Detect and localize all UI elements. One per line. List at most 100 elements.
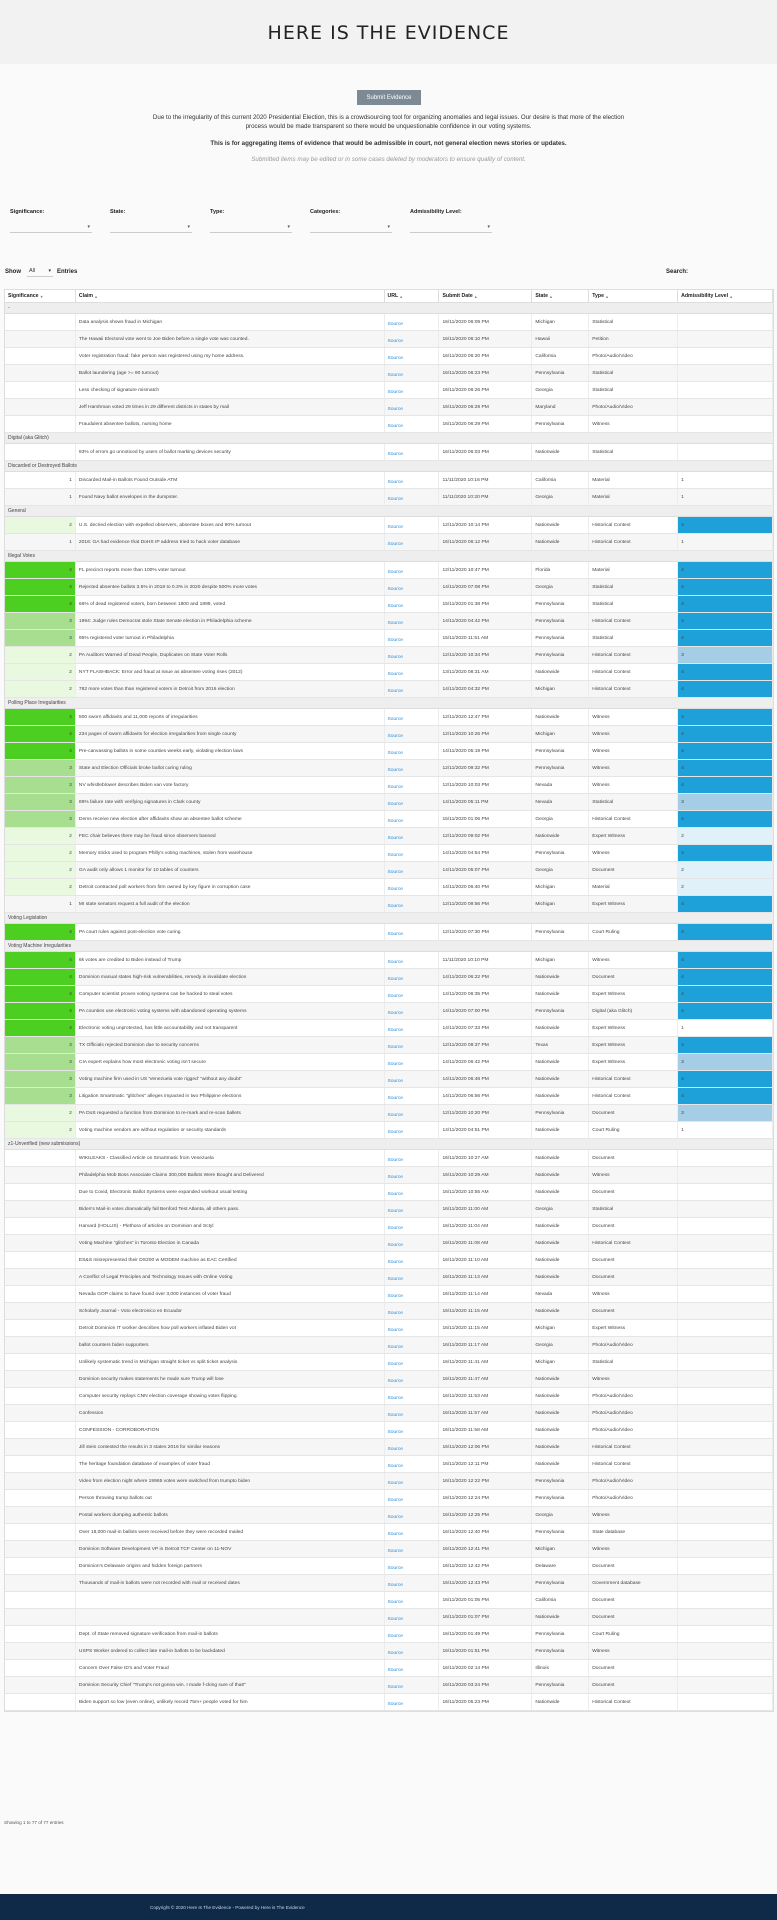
column-header[interactable]: Submit Date ▴ <box>439 290 533 302</box>
table-row[interactable]: Scholarly Journal - Voto electronico en … <box>5 1303 773 1320</box>
table-row[interactable]: 4 234 pages of sworn affidavits for elect… <box>5 726 773 743</box>
filter-select[interactable]: ▾ <box>10 222 92 233</box>
table-row[interactable]: Detroit Dominion IT worker describes how… <box>5 1320 773 1337</box>
table-row[interactable]: Philadelphia Mob Boss Associate Claims 3… <box>5 1167 773 1184</box>
table-row[interactable]: USPS Worker ordered to collect late mail… <box>5 1643 773 1660</box>
table-row[interactable]: 3 NV whistleblower describes Biden van vo… <box>5 777 773 794</box>
source-link[interactable]: Source <box>385 845 440 861</box>
source-link[interactable]: Source <box>385 1660 440 1676</box>
submit-evidence-button[interactable]: Submit Evidence <box>357 90 421 105</box>
table-row[interactable]: 3 TX Officials rejected Dominion due to s… <box>5 1037 773 1054</box>
source-link[interactable]: Source <box>385 828 440 844</box>
table-row[interactable]: Jill stein contested the results in 3 st… <box>5 1439 773 1456</box>
source-link[interactable]: Source <box>385 1558 440 1574</box>
source-link[interactable]: Source <box>385 1507 440 1523</box>
source-link[interactable]: Source <box>385 630 440 646</box>
source-link[interactable]: Source <box>385 969 440 985</box>
table-row[interactable]: 4 Dominion manual states high-risk vulner… <box>5 969 773 986</box>
source-link[interactable]: Source <box>385 314 440 330</box>
source-link[interactable]: Source <box>385 1286 440 1302</box>
source-link[interactable]: Source <box>385 1122 440 1138</box>
source-link[interactable]: Source <box>385 1184 440 1200</box>
table-row[interactable]: 4 Rejected absentee ballots 3.5% in 2018 … <box>5 579 773 596</box>
table-row[interactable]: Dept. of State removed signature verific… <box>5 1626 773 1643</box>
source-link[interactable]: Source <box>385 760 440 776</box>
source-link[interactable]: Source <box>385 709 440 725</box>
table-row[interactable]: Dominion security makes statements he ma… <box>5 1371 773 1388</box>
table-row[interactable]: Jeff Harshman voted 29 times in 29 diffe… <box>5 399 773 416</box>
table-row[interactable]: Person throwing trump ballots out Source 1… <box>5 1490 773 1507</box>
table-row[interactable]: Voter registration fraud: fake person wa… <box>5 348 773 365</box>
source-link[interactable]: Source <box>385 416 440 432</box>
table-row[interactable]: Dominion's Delaware origins and hidden f… <box>5 1558 773 1575</box>
source-link[interactable]: Source <box>385 1575 440 1591</box>
source-link[interactable]: Source <box>385 1150 440 1166</box>
table-row[interactable]: ballot counters biden supporters Source 16… <box>5 1337 773 1354</box>
table-row[interactable]: Nevada GOP claims to have found over 3,0… <box>5 1286 773 1303</box>
source-link[interactable]: Source <box>385 1490 440 1506</box>
source-link[interactable]: Source <box>385 647 440 663</box>
source-link[interactable]: Source <box>385 1388 440 1404</box>
table-row[interactable]: 2 Memory sticks used to program Philly's … <box>5 845 773 862</box>
table-row[interactable]: 2 Detroit contracted poll workers from fi… <box>5 879 773 896</box>
column-header[interactable]: Claim ▴ <box>76 290 385 302</box>
source-link[interactable]: Source <box>385 1020 440 1036</box>
table-row[interactable]: Computer security replays CNN election c… <box>5 1388 773 1405</box>
table-row[interactable]: 2 FEC chair believes there may be fraud s… <box>5 828 773 845</box>
table-row[interactable]: Data analysis shows fraud in Michigan Sou… <box>5 314 773 331</box>
source-link[interactable]: Source <box>385 1269 440 1285</box>
table-row[interactable]: 2 782 more votes than than registered vot… <box>5 681 773 698</box>
table-row[interactable]: 3 Litigation Smartmatic "glitches" allege… <box>5 1088 773 1105</box>
table-row[interactable]: Thousands of mail-in ballots were not re… <box>5 1575 773 1592</box>
table-row[interactable]: Fraudulent absentee ballots, nursing hom… <box>5 416 773 433</box>
source-link[interactable]: Source <box>385 1218 440 1234</box>
table-row[interactable]: Harvard (HOLLIS) - Plethora of articles … <box>5 1218 773 1235</box>
table-row[interactable]: 4 6k votes are credited to Biden instead … <box>5 952 773 969</box>
source-link[interactable]: Source <box>385 1677 440 1693</box>
table-row[interactable]: 2 NYT FLASHBACK: Error and fraud at issue… <box>5 664 773 681</box>
source-link[interactable]: Source <box>385 1054 440 1070</box>
table-row[interactable]: Dominion Security Chief "Trump's not gon… <box>5 1677 773 1694</box>
table-row[interactable]: 4 FL precinct reports more than 100% vote… <box>5 562 773 579</box>
column-header[interactable]: Significance ▾ <box>5 290 76 302</box>
source-link[interactable]: Source <box>385 1071 440 1087</box>
entries-select[interactable]: All ▾ <box>27 267 53 277</box>
source-link[interactable]: Source <box>385 986 440 1002</box>
source-link[interactable]: Source <box>385 664 440 680</box>
table-row[interactable]: Less checking of signature mismatch Sourc… <box>5 382 773 399</box>
source-link[interactable]: Source <box>385 924 440 940</box>
table-row[interactable]: 3 89% failure rate with verifying signatu… <box>5 794 773 811</box>
source-link[interactable]: Source <box>385 1235 440 1251</box>
table-row[interactable]: 1 2016: GA had evidence that DoHS IP addr… <box>5 534 773 551</box>
table-row[interactable]: 1 Found Navy ballot envelopes in the dump… <box>5 489 773 506</box>
filter-select[interactable]: ▾ <box>210 222 292 233</box>
source-link[interactable]: Source <box>385 1201 440 1217</box>
table-row[interactable]: 4 500 sworn affidavits and 11,000 reports… <box>5 709 773 726</box>
filter-select[interactable]: ▾ <box>410 222 492 233</box>
filter-select[interactable]: ▾ <box>310 222 392 233</box>
source-link[interactable]: Source <box>385 1003 440 1019</box>
source-link[interactable]: Source <box>385 1303 440 1319</box>
table-row[interactable]: Dominion Software Development VP in Detr… <box>5 1541 773 1558</box>
table-row[interactable]: 2 U.S. decried election with expelled obs… <box>5 517 773 534</box>
source-link[interactable]: Source <box>385 1592 440 1608</box>
table-row[interactable]: Biden support so low (even online), unli… <box>5 1694 773 1711</box>
source-link[interactable]: Source <box>385 1456 440 1472</box>
source-link[interactable]: Source <box>385 399 440 415</box>
source-link[interactable]: Source <box>385 517 440 533</box>
source-link[interactable]: Source <box>385 1439 440 1455</box>
table-row[interactable]: Due to Covid, Electronic Ballot Systems … <box>5 1184 773 1201</box>
source-link[interactable]: Source <box>385 534 440 550</box>
source-link[interactable]: Source <box>385 1643 440 1659</box>
source-link[interactable]: Source <box>385 1371 440 1387</box>
source-link[interactable]: Source <box>385 1626 440 1642</box>
source-link[interactable]: Source <box>385 896 440 912</box>
source-link[interactable]: Source <box>385 562 440 578</box>
source-link[interactable]: Source <box>385 1037 440 1053</box>
table-row[interactable]: 4 Computer scientist proves voting system… <box>5 986 773 1003</box>
table-row[interactable]: 3 State and Election Officials broke ball… <box>5 760 773 777</box>
table-row[interactable]: The Hawaii Electoral vote went to Joe Bi… <box>5 331 773 348</box>
table-row[interactable]: 2 PA Auditors Warned of Dead People, Dupl… <box>5 647 773 664</box>
source-link[interactable]: Source <box>385 489 440 505</box>
source-link[interactable]: Source <box>385 1694 440 1710</box>
